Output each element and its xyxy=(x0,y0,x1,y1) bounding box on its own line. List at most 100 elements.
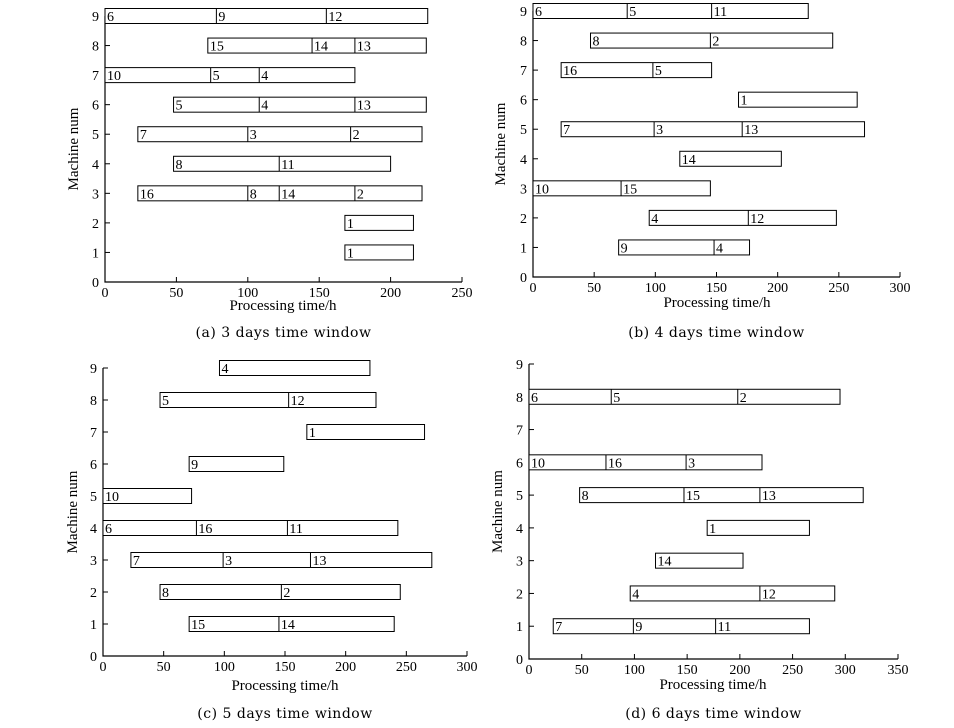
machine-row-5: 10 xyxy=(102,488,193,505)
task-bar xyxy=(102,488,193,504)
y-tick-label: 0 xyxy=(520,271,527,286)
job-label: 1 xyxy=(309,426,316,441)
job-label: 7 xyxy=(555,620,562,635)
x-tick-label: 100 xyxy=(237,286,258,301)
panel-caption: (a) 3 days time window xyxy=(196,325,372,341)
y-tick-label: 9 xyxy=(516,358,523,373)
machine-row-3: 14 xyxy=(655,552,744,570)
job-label: 4 xyxy=(261,99,268,114)
task-bar xyxy=(629,585,836,602)
task-bar xyxy=(589,32,834,49)
task-bar xyxy=(679,150,782,167)
job-label: 16 xyxy=(563,64,577,79)
y-tick-label: 6 xyxy=(92,99,99,114)
x-tick-label: 50 xyxy=(575,663,589,678)
job-label: 12 xyxy=(291,394,305,409)
y-tick-label: 3 xyxy=(516,555,523,570)
task-bar xyxy=(137,126,423,143)
job-label: 11 xyxy=(714,5,727,20)
x-tick-label: 300 xyxy=(835,663,856,678)
task-bar xyxy=(306,424,426,440)
machine-row-6: 5 4 13 xyxy=(173,96,427,114)
job-label: 8 xyxy=(176,158,183,173)
machine-row-8: 5 12 xyxy=(159,392,377,409)
x-tick-label: 250 xyxy=(828,281,849,296)
job-label: 10 xyxy=(107,69,121,84)
job-label: 12 xyxy=(750,212,764,227)
y-tick-label: 2 xyxy=(90,586,97,601)
y-tick-label: 5 xyxy=(92,128,99,143)
y-tick-label: 7 xyxy=(516,424,523,439)
y-tick-label: 1 xyxy=(90,618,97,633)
y-tick-label: 9 xyxy=(92,10,99,25)
x-tick-label: 150 xyxy=(275,660,296,675)
machine-row-9: 6 9 12 xyxy=(104,8,429,25)
machine-row-2: 1 xyxy=(344,214,414,232)
y-tick-label: 8 xyxy=(520,35,527,50)
task-bar xyxy=(655,552,744,569)
x-tick-label: 250 xyxy=(396,660,417,675)
machine-row-8: 15 14 13 xyxy=(207,37,427,55)
y-tick-label: 0 xyxy=(92,276,99,291)
y-tick-label: 5 xyxy=(516,489,523,504)
task-bar xyxy=(102,520,399,536)
task-bar xyxy=(560,62,713,79)
job-label: 15 xyxy=(623,182,637,197)
task-bar xyxy=(104,67,356,84)
job-label: 1 xyxy=(347,246,354,261)
task-bar xyxy=(532,3,809,19)
machine-row-3: 16 8 14 2 xyxy=(137,185,423,202)
job-label: 5 xyxy=(176,99,183,114)
job-label: 9 xyxy=(621,241,628,256)
y-tick-label: 2 xyxy=(520,212,527,227)
y-tick-label: 3 xyxy=(92,187,99,202)
job-label: 12 xyxy=(328,10,342,25)
y-tick-label: 5 xyxy=(520,123,527,138)
x-tick-label: 100 xyxy=(624,663,645,678)
job-label: 5 xyxy=(629,5,636,20)
job-label: 14 xyxy=(281,618,295,633)
y-axis-title: Machine num xyxy=(493,102,509,185)
machine-row-3: 7 3 13 xyxy=(130,552,433,569)
job-label: 5 xyxy=(162,394,169,409)
machine-row-9: 6 5 11 xyxy=(532,3,809,20)
job-label: 3 xyxy=(688,456,695,471)
axis-lines xyxy=(532,11,900,278)
y-tick-label: 3 xyxy=(90,554,97,569)
axis-lines xyxy=(104,16,462,283)
x-tick-label: 150 xyxy=(677,663,698,678)
job-label: 4 xyxy=(632,587,639,602)
x-tick-label: 50 xyxy=(157,660,171,675)
y-axis-title: Machine num xyxy=(490,470,506,553)
x-tick-label: 200 xyxy=(767,281,788,296)
x-axis-title: Processing time/h xyxy=(659,677,767,693)
task-bar xyxy=(159,584,401,600)
machine-row-6: 9 xyxy=(188,456,285,473)
machine-row-5: 8 15 13 xyxy=(579,487,864,504)
task-bar xyxy=(532,180,711,197)
y-tick-label: 2 xyxy=(92,217,99,232)
x-tick-label: 0 xyxy=(526,663,533,678)
y-tick-label: 1 xyxy=(92,246,99,261)
job-label: 4 xyxy=(651,212,658,227)
task-bar xyxy=(528,454,763,471)
y-tick-label: 6 xyxy=(90,458,97,473)
job-label: 13 xyxy=(762,489,776,504)
machine-row-7: 10 5 4 xyxy=(104,67,356,84)
y-tick-label: 7 xyxy=(520,64,527,79)
job-label: 13 xyxy=(312,554,326,569)
x-tick-label: 300 xyxy=(890,281,911,296)
x-tick-label: 100 xyxy=(645,281,666,296)
x-tick-label: 0 xyxy=(530,281,537,296)
job-label: 10 xyxy=(105,490,119,505)
job-label: 8 xyxy=(592,35,599,50)
job-label: 8 xyxy=(162,586,169,601)
x-tick-label: 250 xyxy=(782,663,803,678)
task-bar xyxy=(173,96,427,113)
x-tick-label: 200 xyxy=(729,663,750,678)
axis-lines xyxy=(528,364,898,660)
y-tick-label: 4 xyxy=(516,522,523,537)
x-tick-label: 50 xyxy=(587,281,601,296)
